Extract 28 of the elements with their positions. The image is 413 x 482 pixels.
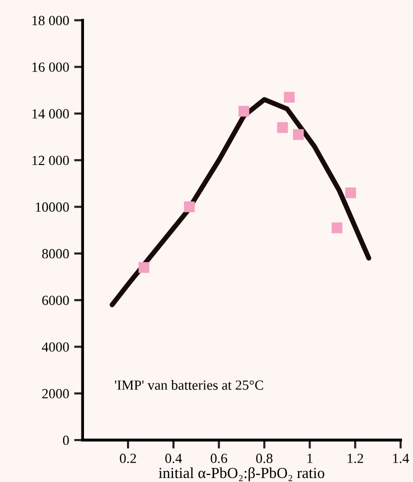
point <box>284 92 295 103</box>
x-tick-label: 1.4 <box>393 454 410 464</box>
y-tick-label: 14 000 <box>32 109 69 118</box>
point <box>277 122 288 133</box>
x-tick-label: 1.2 <box>348 454 364 464</box>
x-tick-label: 0.6 <box>210 454 228 464</box>
point <box>184 201 195 212</box>
line-series <box>110 97 372 308</box>
y-tick-label: 10000 <box>36 202 69 212</box>
y-tick-label: 0 <box>62 436 69 446</box>
point <box>138 262 150 273</box>
y-tick-label: 6000 <box>42 296 69 306</box>
y-tick-label: 2000 <box>42 389 69 398</box>
y-tick-label: 12 000 <box>32 156 69 166</box>
y-tick-label: 4000 <box>42 342 69 352</box>
point <box>345 187 356 198</box>
y-tick-label: 18 000 <box>32 16 69 26</box>
point <box>332 222 342 234</box>
x-tick-label: 0.8 <box>256 454 272 464</box>
x-axis-title: initial α-PbO₂:β-PbO₂ ratio <box>158 467 324 482</box>
x-tick-label: 0.4 <box>165 454 182 464</box>
point <box>293 129 304 140</box>
x-tick-label: 0.2 <box>120 454 136 464</box>
y-tick-label: 16 000 <box>32 62 69 72</box>
x-tick-label: 1 <box>308 454 312 463</box>
point <box>238 106 250 117</box>
annotation: 'IMP' van batteries at 25°C <box>114 380 264 390</box>
y-tick-label: 8000 <box>42 249 69 258</box>
